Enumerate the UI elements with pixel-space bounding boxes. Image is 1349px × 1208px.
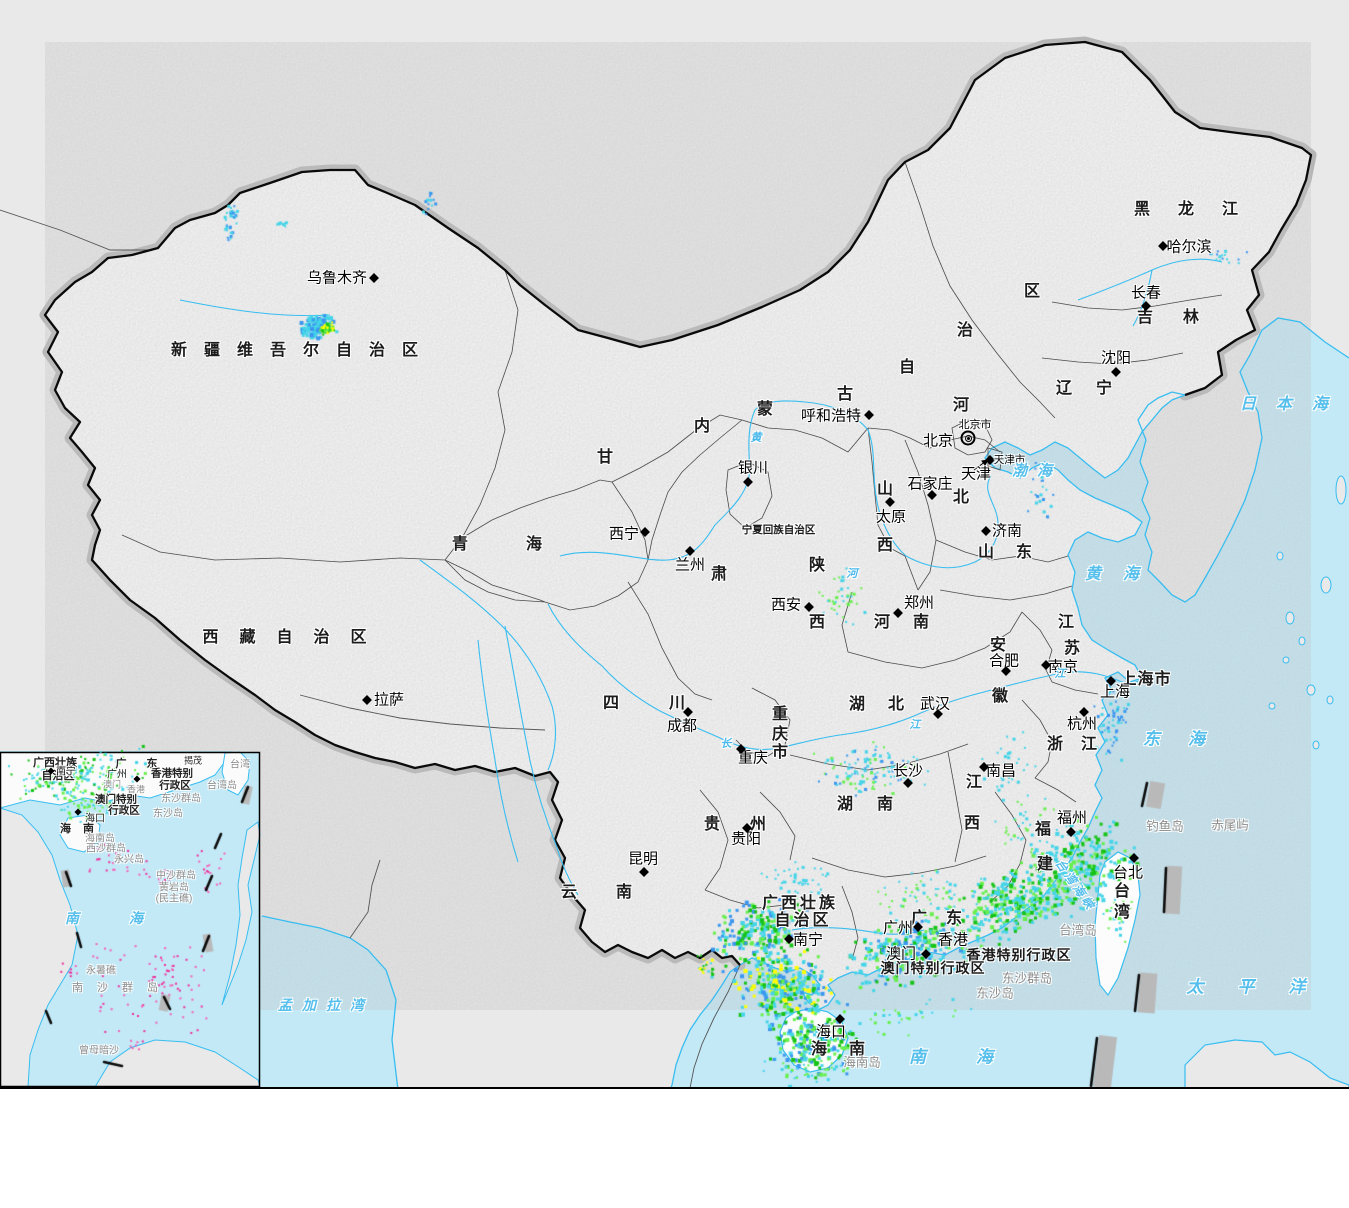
radar-echo-canvas xyxy=(0,0,1349,1090)
map-bottom-divider xyxy=(0,1087,1349,1089)
radar-map: 黑龙江 吉林 辽宁 新疆维吾尔自治区 青海 西藏自治区 四川 山东 河南 湖北 湖南 浙江 贵州 云南 广东… xyxy=(0,0,1349,1090)
legend-panel: 全国雷达拼图 [2024-12-15 21:30:00] [ 组合反射率 ] d… xyxy=(0,1089,1349,1208)
